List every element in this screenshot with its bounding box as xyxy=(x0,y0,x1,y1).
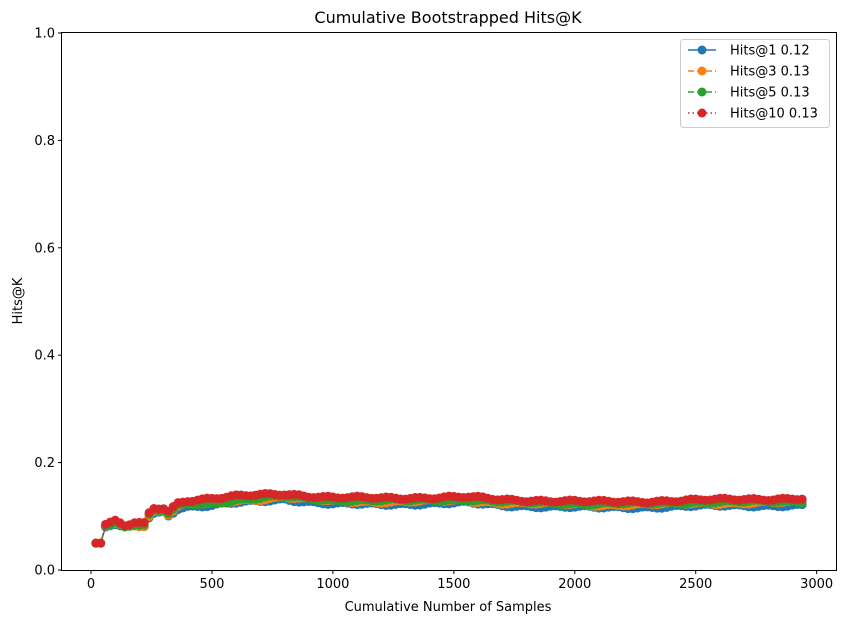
x-axis-label: Cumulative Number of Samples xyxy=(345,600,552,615)
legend-marker-swatch xyxy=(697,45,707,55)
x-tick-label: 500 xyxy=(200,577,225,592)
legend-marker-swatch xyxy=(697,66,707,76)
plot-area xyxy=(61,32,837,571)
legend: Hits@1 0.12 Hits@3 0.13 Hits@5 0.13 Hits@10… xyxy=(680,39,830,128)
y-tick-label: 0.0 xyxy=(34,564,55,579)
legend-marker-swatch xyxy=(697,87,707,97)
y-axis: 0.0 0.2 0.4 0.6 0.8 1.0 xyxy=(34,27,62,579)
data-point xyxy=(797,494,807,504)
x-tick-label: 2000 xyxy=(558,577,591,592)
x-axis: 0 500 1000 1500 2000 2500 3000 xyxy=(87,570,833,592)
data-point xyxy=(96,538,106,548)
y-tick-label: 1.0 xyxy=(34,27,55,42)
x-tick-label: 0 xyxy=(87,577,95,592)
legend-label: Hits@3 0.13 xyxy=(730,65,810,80)
axes-frame xyxy=(61,32,837,571)
x-tick-label: 1500 xyxy=(437,577,470,592)
legend-item: Hits@5 0.13 xyxy=(688,86,810,101)
chart-title: Cumulative Bootstrapped Hits@K xyxy=(314,8,582,27)
legend-label: Hits@10 0.13 xyxy=(730,107,818,122)
y-axis-label: Hits@K xyxy=(11,277,26,324)
data-point xyxy=(139,518,149,528)
y-tick-label: 0.8 xyxy=(34,134,55,149)
legend-label: Hits@1 0.12 xyxy=(730,44,810,59)
legend-box xyxy=(680,39,830,128)
y-tick-label: 0.6 xyxy=(34,241,55,256)
series-4 xyxy=(91,488,807,548)
legend-item: Hits@3 0.13 xyxy=(688,65,810,80)
x-tick-label: 1000 xyxy=(316,577,349,592)
y-tick-label: 0.4 xyxy=(34,349,55,364)
x-tick-label: 2500 xyxy=(679,577,712,592)
legend-items: Hits@1 0.12 Hits@3 0.13 Hits@5 0.13 Hits@10… xyxy=(688,44,818,122)
series-layer xyxy=(91,488,807,548)
x-tick-label: 3000 xyxy=(800,577,833,592)
y-tick-label: 0.2 xyxy=(34,456,55,471)
legend-marker-swatch xyxy=(697,108,707,118)
legend-label: Hits@5 0.13 xyxy=(730,86,810,101)
legend-item: Hits@10 0.13 xyxy=(688,107,818,122)
legend-item: Hits@1 0.12 xyxy=(688,44,810,59)
